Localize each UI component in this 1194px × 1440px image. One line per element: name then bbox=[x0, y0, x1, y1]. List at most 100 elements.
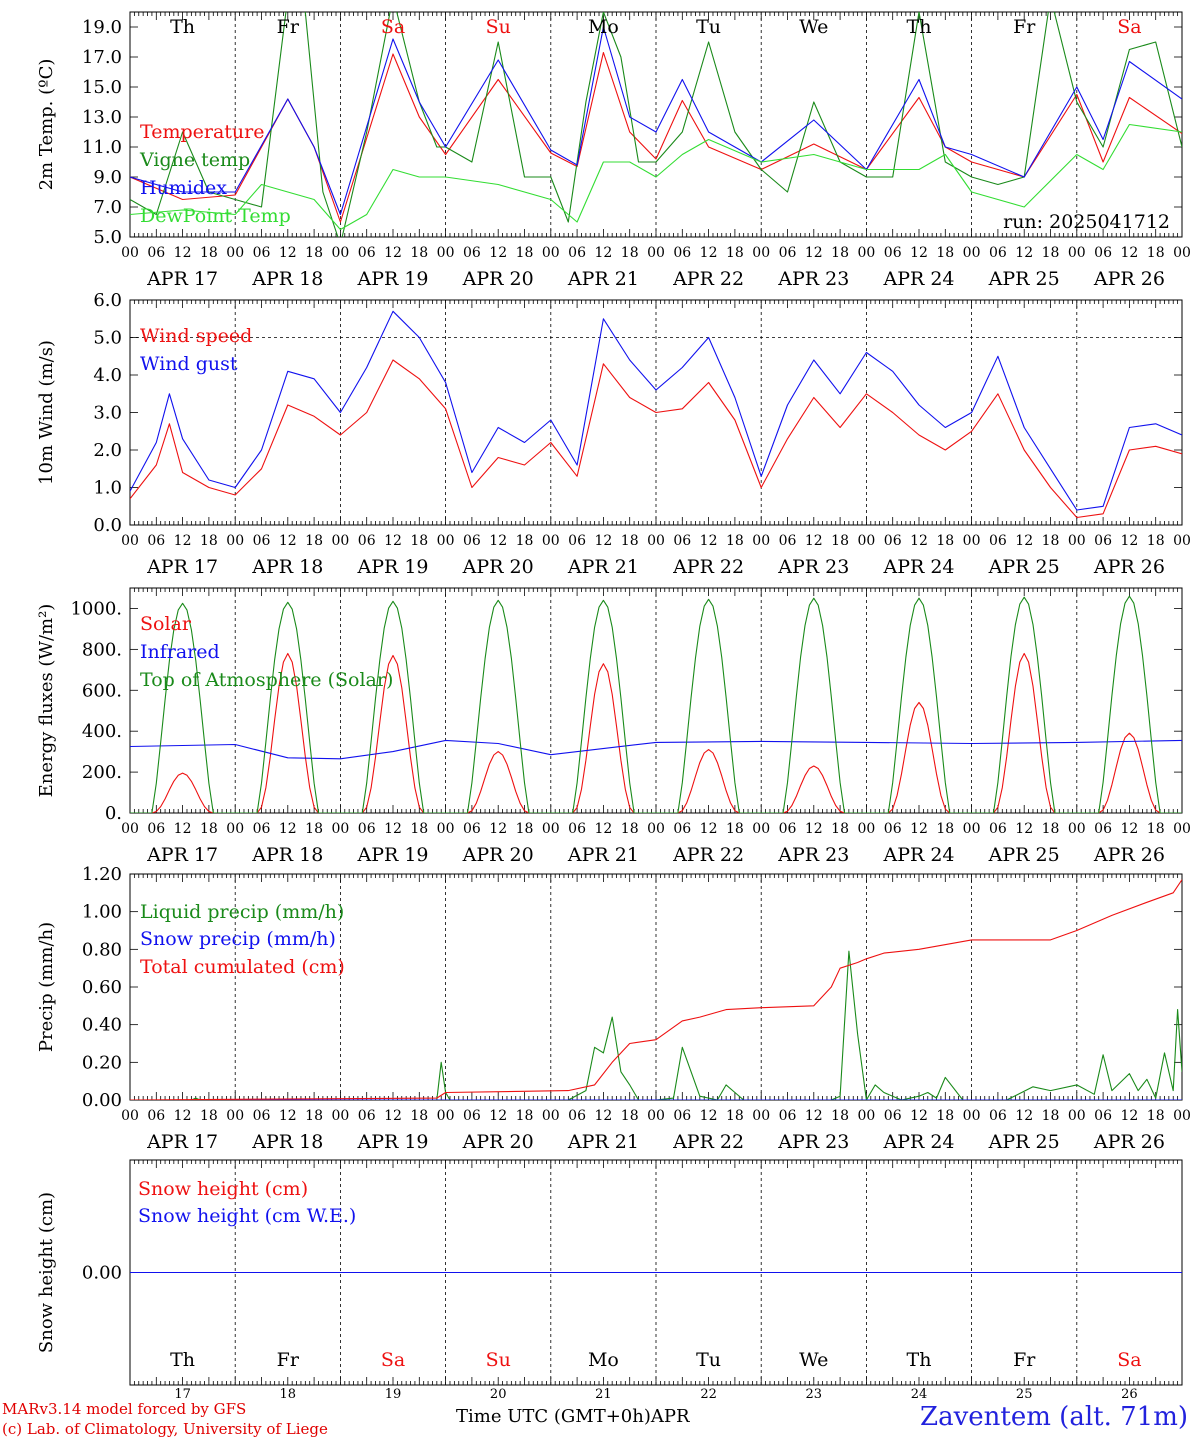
day-number-label: 20 bbox=[490, 1387, 507, 1402]
hour-tick-label: 12 bbox=[1120, 533, 1138, 549]
hour-tick-label: 12 bbox=[489, 1108, 507, 1124]
legend-snow-precip-mm-h: Snow precip (mm/h) bbox=[140, 928, 336, 950]
date-label: APR 23 bbox=[777, 844, 849, 866]
date-label: APR 22 bbox=[672, 556, 744, 578]
date-label: APR 18 bbox=[251, 268, 323, 290]
hour-tick-label: 06 bbox=[989, 1108, 1007, 1124]
hour-tick-label: 00 bbox=[857, 245, 875, 261]
day-number-label: 24 bbox=[911, 1387, 928, 1402]
date-label: APR 25 bbox=[988, 556, 1060, 578]
hour-tick-label: 06 bbox=[884, 245, 902, 261]
date-label: APR 26 bbox=[1093, 556, 1165, 578]
y-axis-title: Energy fluxes (W/m²) bbox=[36, 604, 57, 798]
panel-snow: 0.00 Snow height (cm) Snow height (cm) Snow… bbox=[36, 1159, 1183, 1386]
hour-tick-label: 12 bbox=[805, 821, 823, 837]
hour-tick-label: 06 bbox=[463, 1108, 481, 1124]
hour-tick-label: 00 bbox=[121, 245, 139, 261]
series-line-solar bbox=[130, 652, 1182, 813]
hour-tick-label: 18 bbox=[410, 821, 428, 837]
x-axis-title: Time UTC (GMT+0h)APR bbox=[456, 1406, 690, 1427]
hour-tick-label: 18 bbox=[1147, 821, 1165, 837]
hour-tick-label: 18 bbox=[516, 245, 534, 261]
station-name: Zaventem (alt. 71m) bbox=[920, 1402, 1188, 1432]
series-group bbox=[130, 879, 1182, 1100]
hour-tick-label: 06 bbox=[884, 1108, 902, 1124]
legend-vigne-temp: Vigne temp bbox=[139, 149, 250, 171]
hour-tick-label: 00 bbox=[331, 533, 349, 549]
y-tick-label: 15.0 bbox=[82, 77, 122, 98]
y-tick-label: 400. bbox=[82, 721, 122, 742]
hour-tick-label: 06 bbox=[779, 1108, 797, 1124]
panel-precip: 0.00 0.20 0.40 0.60 0.80 1.00 1.20 Precip (mm/h… bbox=[36, 864, 1191, 1153]
weekday-bottom-label: Th bbox=[170, 1349, 195, 1371]
legend-snow-height-cm-w-e: Snow height (cm W.E.) bbox=[138, 1205, 356, 1227]
day-number-label: 26 bbox=[1121, 1387, 1138, 1402]
hour-tick-label: 00 bbox=[752, 245, 770, 261]
y-tick-label: 1.00 bbox=[82, 902, 122, 923]
hour-tick-label: 18 bbox=[831, 821, 849, 837]
hour-tick-label: 12 bbox=[489, 245, 507, 261]
series-line-liquid-precip-mm-h bbox=[130, 950, 1182, 1100]
hour-tick-label: 06 bbox=[147, 821, 165, 837]
hour-tick-label: 00 bbox=[226, 533, 244, 549]
hour-tick-label: 00 bbox=[437, 533, 455, 549]
hour-tick-label: 06 bbox=[1094, 245, 1112, 261]
hour-tick-label: 18 bbox=[831, 1108, 849, 1124]
hour-tick-label: 06 bbox=[147, 1108, 165, 1124]
hour-tick-label: 00 bbox=[647, 245, 665, 261]
hour-tick-label: 18 bbox=[410, 533, 428, 549]
hour-tick-label: 12 bbox=[279, 1108, 297, 1124]
hour-tick-label: 00 bbox=[1173, 821, 1191, 837]
hour-tick-label: 06 bbox=[568, 533, 586, 549]
hour-tick-label: 06 bbox=[253, 821, 271, 837]
hour-tick-label: 18 bbox=[831, 245, 849, 261]
hour-tick-label: 18 bbox=[410, 1108, 428, 1124]
hour-tick-label: 00 bbox=[963, 821, 981, 837]
x-axis-month: APR bbox=[650, 1406, 690, 1427]
day-number-label: 17 bbox=[174, 1387, 191, 1402]
day-number-label: 18 bbox=[280, 1387, 297, 1402]
series-group bbox=[130, 595, 1182, 813]
y-tick-label: 5.0 bbox=[93, 328, 122, 349]
hour-tick-label: 00 bbox=[1068, 1108, 1086, 1124]
date-label: APR 18 bbox=[251, 1131, 323, 1153]
hour-tick-label: 12 bbox=[805, 1108, 823, 1124]
hour-tick-label: 18 bbox=[305, 1108, 323, 1124]
date-label: APR 25 bbox=[988, 1131, 1060, 1153]
hour-tick-label: 18 bbox=[410, 245, 428, 261]
y-tick-label: 1000. bbox=[70, 598, 122, 619]
y-tick-label: 200. bbox=[82, 762, 122, 783]
hour-tick-label: 12 bbox=[594, 533, 612, 549]
hour-tick-label: 06 bbox=[568, 245, 586, 261]
hour-tick-label: 18 bbox=[936, 821, 954, 837]
hour-tick-label: 00 bbox=[647, 533, 665, 549]
date-label: APR 19 bbox=[356, 844, 428, 866]
date-label: APR 18 bbox=[251, 556, 323, 578]
hour-tick-label: 00 bbox=[226, 821, 244, 837]
lab-credit: (c) Lab. of Climatology, University of L… bbox=[2, 1420, 328, 1438]
day-number-label: 23 bbox=[806, 1387, 823, 1402]
y-tick-label: 0.00 bbox=[82, 1090, 122, 1111]
date-label: APR 24 bbox=[882, 268, 954, 290]
hour-tick-label: 06 bbox=[358, 245, 376, 261]
date-label: APR 17 bbox=[146, 1131, 218, 1153]
hour-tick-label: 18 bbox=[621, 821, 639, 837]
hour-tick-label: 12 bbox=[489, 821, 507, 837]
run-label: run: 2025041712 bbox=[1003, 211, 1170, 233]
date-label: APR 22 bbox=[672, 844, 744, 866]
hour-tick-label: 06 bbox=[884, 821, 902, 837]
weekday-bottom-label: Sa bbox=[381, 1349, 405, 1371]
series-line-wind-gust bbox=[130, 310, 1182, 511]
date-label: APR 26 bbox=[1093, 268, 1165, 290]
hour-tick-label: 00 bbox=[121, 821, 139, 837]
hour-tick-label: 00 bbox=[1173, 1108, 1191, 1124]
hour-tick-label: 12 bbox=[384, 821, 402, 837]
hour-tick-label: 00 bbox=[121, 1108, 139, 1124]
hour-tick-label: 00 bbox=[331, 245, 349, 261]
hour-tick-label: 06 bbox=[989, 821, 1007, 837]
hour-tick-label: 18 bbox=[621, 245, 639, 261]
series-line-humidex bbox=[130, 26, 1182, 216]
weekday-top-label: Sa bbox=[1117, 16, 1141, 38]
y-tick-label: 11.0 bbox=[82, 137, 122, 158]
legend-dewpoint-temp: DewPoint Temp bbox=[140, 205, 291, 227]
